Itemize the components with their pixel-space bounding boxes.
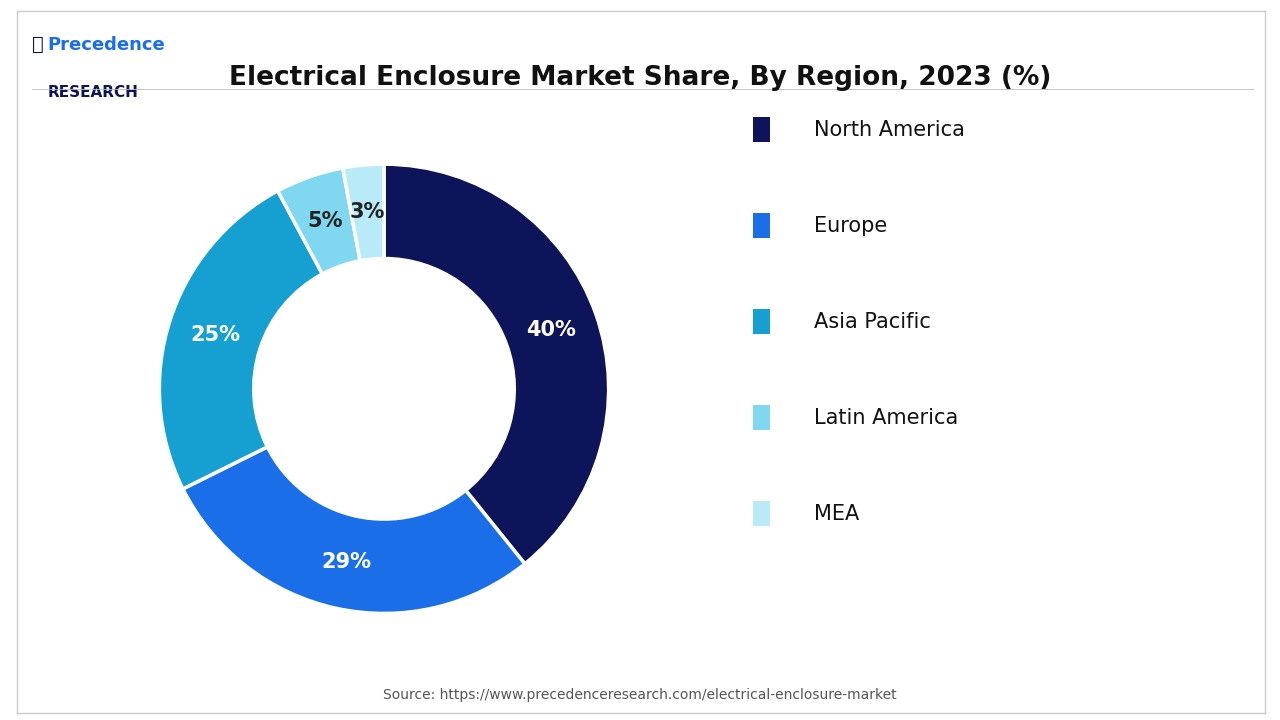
Text: Source: https://www.precedenceresearch.com/electrical-enclosure-market: Source: https://www.precedenceresearch.c… xyxy=(383,688,897,702)
FancyBboxPatch shape xyxy=(753,213,769,238)
FancyBboxPatch shape xyxy=(753,309,769,334)
Wedge shape xyxy=(384,164,608,564)
Text: RESEARCH: RESEARCH xyxy=(47,85,138,99)
Text: 29%: 29% xyxy=(321,552,371,572)
Wedge shape xyxy=(278,168,360,274)
FancyBboxPatch shape xyxy=(753,501,769,526)
Wedge shape xyxy=(183,447,525,613)
FancyBboxPatch shape xyxy=(753,405,769,431)
Text: 5%: 5% xyxy=(307,212,343,231)
Wedge shape xyxy=(160,191,323,489)
Text: Latin America: Latin America xyxy=(814,408,959,428)
Text: 3%: 3% xyxy=(349,202,385,222)
Text: Europe: Europe xyxy=(814,215,887,235)
Text: MEA: MEA xyxy=(814,503,859,523)
Text: Asia Pacific: Asia Pacific xyxy=(814,312,931,332)
Wedge shape xyxy=(343,164,384,261)
FancyBboxPatch shape xyxy=(753,117,769,143)
Text: 40%: 40% xyxy=(526,320,576,340)
Text: 25%: 25% xyxy=(189,325,239,345)
Text: ⯅: ⯅ xyxy=(32,35,44,54)
Text: Precedence: Precedence xyxy=(47,35,165,53)
Text: Electrical Enclosure Market Share, By Region, 2023 (%): Electrical Enclosure Market Share, By Re… xyxy=(229,65,1051,91)
Text: North America: North America xyxy=(814,120,965,140)
